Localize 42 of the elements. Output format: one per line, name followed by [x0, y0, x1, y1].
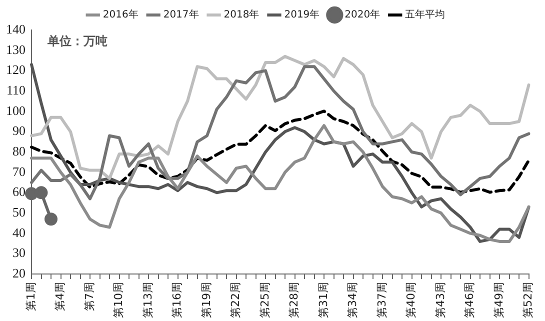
y-tick-label: 140: [6, 21, 26, 36]
line-series: [30, 110, 530, 194]
y-tick-label: 100: [6, 102, 26, 118]
x-tick-label: 第1周: [24, 282, 38, 312]
x-tick-label: 第10周: [112, 282, 126, 318]
y-tick-label: 60: [12, 184, 26, 200]
x-tick-label: 第49周: [492, 282, 506, 318]
x-tick-label: 第40周: [404, 282, 418, 318]
y-tick-label: 70: [12, 164, 26, 179]
x-tick-label: 第31周: [316, 282, 330, 318]
y-tick-label: 90: [12, 123, 26, 138]
y-tick-label: 80: [12, 143, 26, 158]
x-tick-label: 第7周: [82, 282, 96, 312]
legend-label: 五年平均: [405, 8, 446, 21]
annotation: 单位：万吨: [46, 34, 108, 48]
y-tick-label: 50: [12, 204, 26, 220]
x-tick-label: 第22周: [229, 282, 242, 318]
y-tick-label: 130: [6, 42, 26, 57]
x-tick-label: 第37周: [375, 282, 388, 318]
legend-label: 2019年: [284, 8, 320, 21]
x-tick-label: 第13周: [141, 282, 154, 318]
x-tick-label: 第4周: [54, 282, 67, 312]
x-tick-label: 第46周: [463, 282, 476, 318]
x-tick-label: 第34周: [346, 282, 360, 318]
legend-label: 2020年: [344, 8, 380, 21]
legend-label: 2017年: [163, 8, 199, 21]
x-tick-label: 第43周: [434, 282, 447, 318]
x-tick-label: 第19周: [200, 282, 213, 318]
y-tick-label: 120: [6, 62, 26, 78]
y-tick-label: 20: [12, 265, 26, 280]
point: [25, 187, 38, 200]
x-tick-label: 第28周: [288, 282, 301, 318]
legend-label: 2018年: [224, 8, 260, 21]
y-tick-label: 40: [12, 224, 26, 240]
x-tick-label: 第25周: [258, 282, 272, 318]
x-tick-label: 第52周: [522, 282, 535, 318]
point: [44, 212, 58, 226]
legend-label: 2016年: [102, 8, 138, 21]
point: [34, 186, 48, 200]
y-tick-label: 110: [6, 82, 26, 98]
x-tick-label: 第16周: [170, 282, 184, 318]
y-tick-label: 30: [12, 245, 26, 260]
